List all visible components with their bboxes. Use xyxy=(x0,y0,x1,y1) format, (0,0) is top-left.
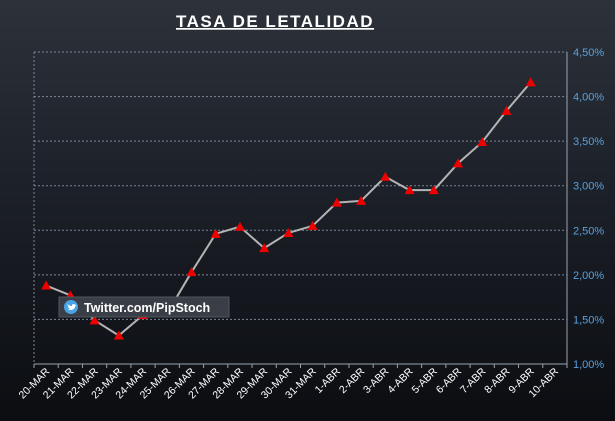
x-tick-label: 4-ABR xyxy=(385,365,416,396)
y-tick-label: 2,50% xyxy=(573,225,604,237)
x-tick-label: 5-ABR xyxy=(410,365,441,396)
y-tick-label: 4,00% xyxy=(573,92,604,104)
data-point xyxy=(477,137,488,147)
data-point xyxy=(113,330,124,340)
x-tick-label: 6-ABR xyxy=(434,365,465,396)
grid-layer xyxy=(33,51,568,365)
x-tick-label: 1-ABR xyxy=(313,365,344,396)
data-point xyxy=(186,267,197,277)
watermark-text: Twitter.com/PipStoch xyxy=(84,301,210,315)
data-point xyxy=(307,220,318,230)
data-point xyxy=(234,221,245,231)
watermark-background xyxy=(58,296,230,318)
twitter-bird-icon xyxy=(64,300,78,314)
data-point xyxy=(331,197,342,207)
x-tick-label: 2-ABR xyxy=(337,365,368,396)
data-point xyxy=(283,227,294,237)
series-layer xyxy=(41,77,536,340)
data-point xyxy=(89,315,100,325)
data-point xyxy=(428,185,439,195)
watermark: Twitter.com/PipStoch xyxy=(58,296,230,318)
x-tick-label: 7-ABR xyxy=(458,365,489,396)
y-axis: 1,00% 1,50% 2,00% 2,50% 3,00% 3,50% 4,00% 4,50% xyxy=(573,47,604,371)
data-point xyxy=(501,105,512,115)
x-axis: 20-MAR21-MAR22-MAR23-MAR24-MAR25-MAR26-M… xyxy=(17,364,568,401)
chart-title: TASA DE LETALIDAD xyxy=(176,12,374,31)
data-point xyxy=(452,158,463,168)
x-tick-label: 3-ABR xyxy=(361,365,392,396)
y-tick-label: 3,00% xyxy=(573,181,604,193)
y-tick-label: 3,50% xyxy=(573,136,604,148)
data-point xyxy=(210,228,221,238)
y-tick-label: 4,50% xyxy=(573,47,604,59)
y-tick-label: 2,00% xyxy=(573,270,604,282)
data-point xyxy=(41,280,52,290)
x-tick-label: 8-ABR xyxy=(482,365,513,396)
y-tick-label: 1,00% xyxy=(573,359,604,371)
y-tick-label: 1,50% xyxy=(573,314,604,326)
data-point xyxy=(259,243,270,253)
data-point xyxy=(525,77,536,87)
data-point xyxy=(356,195,367,205)
data-point xyxy=(380,171,391,181)
data-point xyxy=(404,185,415,195)
